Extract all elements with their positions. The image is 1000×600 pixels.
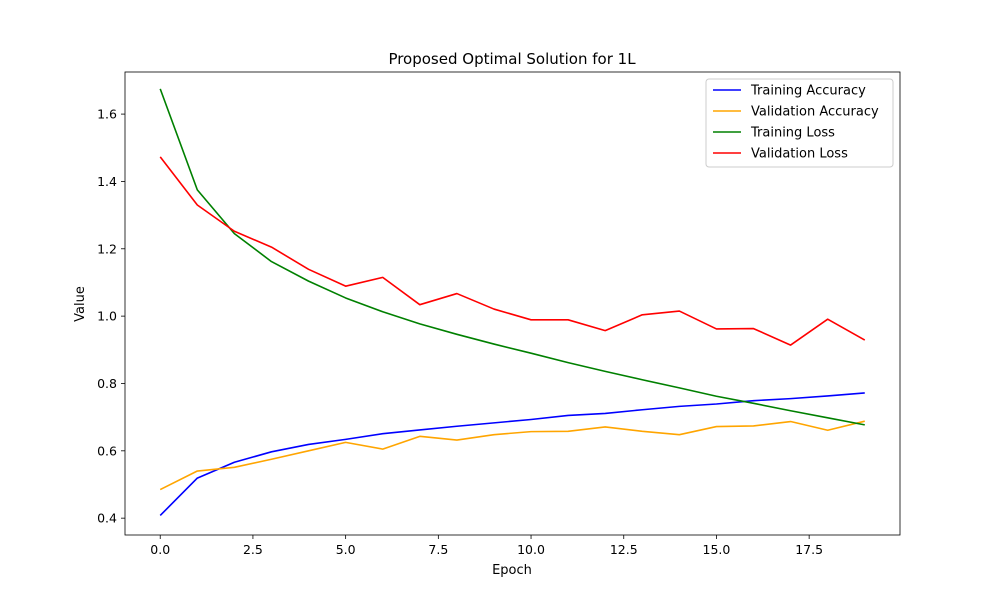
series-line-training-loss <box>159 88 865 426</box>
x-tick-label: 0.0 <box>150 542 170 557</box>
series-line-validation-loss <box>159 156 866 346</box>
series-line-training-accuracy <box>159 392 865 517</box>
legend-label-training-accuracy: Training Accuracy <box>750 84 866 99</box>
x-tick-label: 15.0 <box>703 542 731 557</box>
x-tick-label: 5.0 <box>336 542 356 557</box>
legend-label-validation-accuracy: Validation Accuracy <box>751 105 879 120</box>
y-tick-label: 0.6 <box>97 443 117 458</box>
x-tick-label: 2.5 <box>243 542 263 557</box>
plot-area: 0.0 2.5 5.0 7.5 10.0 12.5 15.0 17.5 0.4 0.6 0.8 1.0… <box>97 71 901 557</box>
plot-frame <box>124 71 901 536</box>
y-tick-label: 1.4 <box>97 174 117 189</box>
x-tick-label: 17.5 <box>795 542 823 557</box>
y-tick-label: 1.2 <box>97 241 117 256</box>
x-axis-label: Epoch <box>492 563 532 578</box>
series-line-validation-accuracy <box>159 420 865 491</box>
chart-title: Proposed Optimal Solution for 1L <box>388 50 636 68</box>
legend-label-validation-loss: Validation Loss <box>751 147 848 162</box>
legend-label-training-loss: Training Loss <box>750 126 835 141</box>
legend: Training Accuracy Validation Accuracy Trai… <box>705 78 894 168</box>
x-tick-label: 12.5 <box>610 542 638 557</box>
y-tick-label: 1.6 <box>97 107 117 122</box>
y-tick-label: 0.8 <box>97 376 117 391</box>
y-tick-label: 1.0 <box>97 309 117 324</box>
x-tick-label: 7.5 <box>428 542 448 557</box>
y-tick-label: 0.4 <box>97 511 117 526</box>
legend-box <box>705 78 894 168</box>
x-tick-label: 10.0 <box>517 542 545 557</box>
y-axis-label: Value <box>73 286 88 322</box>
